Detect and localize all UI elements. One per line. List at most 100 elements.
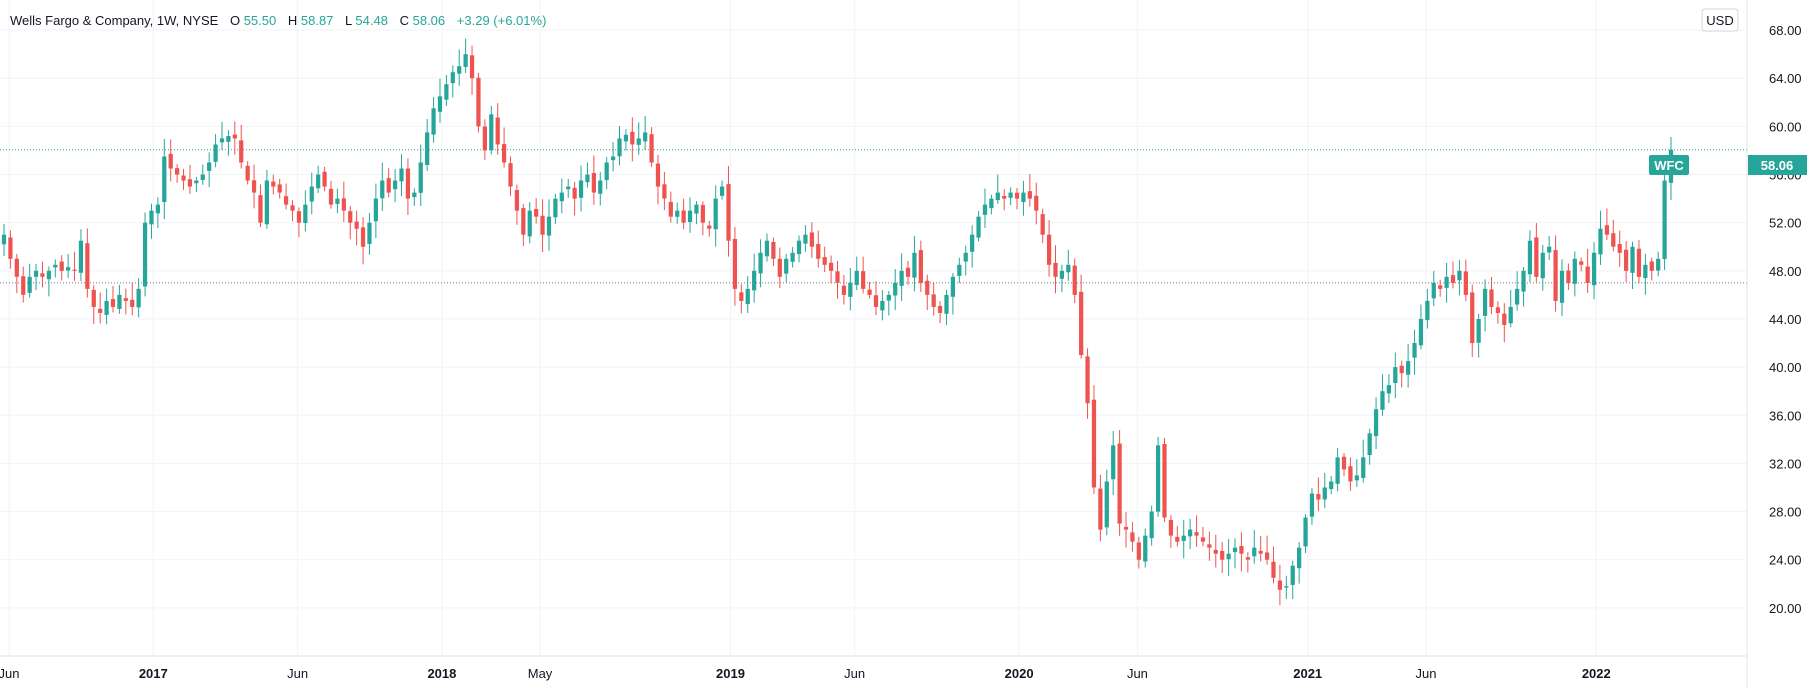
candle[interactable] bbox=[303, 190, 308, 232]
candle[interactable] bbox=[418, 144, 423, 206]
candle[interactable] bbox=[1521, 266, 1526, 307]
candle[interactable] bbox=[245, 161, 250, 185]
candle[interactable] bbox=[450, 65, 455, 98]
candle[interactable] bbox=[572, 181, 577, 216]
candle[interactable] bbox=[694, 201, 699, 225]
candle[interactable] bbox=[790, 247, 795, 268]
candle[interactable] bbox=[578, 165, 584, 212]
candle[interactable] bbox=[1014, 187, 1020, 210]
candle[interactable] bbox=[662, 171, 667, 211]
candle[interactable] bbox=[386, 168, 391, 198]
candle[interactable] bbox=[784, 253, 789, 283]
candle[interactable] bbox=[104, 288, 109, 325]
candle[interactable] bbox=[675, 202, 680, 224]
candle[interactable] bbox=[1027, 173, 1032, 207]
candle[interactable] bbox=[963, 245, 968, 276]
candle[interactable] bbox=[1123, 511, 1129, 548]
candle[interactable] bbox=[1431, 271, 1436, 307]
candle[interactable] bbox=[1091, 385, 1097, 495]
candle[interactable] bbox=[1111, 430, 1116, 495]
candle[interactable] bbox=[610, 142, 616, 172]
candle[interactable] bbox=[271, 174, 276, 195]
candle[interactable] bbox=[1252, 529, 1257, 564]
candle[interactable] bbox=[1213, 534, 1218, 568]
candle[interactable] bbox=[309, 172, 314, 215]
candle[interactable] bbox=[200, 164, 205, 185]
candle[interactable] bbox=[360, 217, 366, 265]
candle[interactable] bbox=[1239, 532, 1244, 572]
candle[interactable] bbox=[85, 228, 90, 298]
candle[interactable] bbox=[219, 121, 225, 150]
candle[interactable] bbox=[713, 185, 718, 247]
candle[interactable] bbox=[1444, 262, 1449, 303]
candle[interactable] bbox=[1540, 244, 1545, 291]
candle[interactable] bbox=[630, 117, 635, 162]
candle[interactable] bbox=[1220, 542, 1225, 573]
candle[interactable] bbox=[1604, 208, 1610, 241]
candle[interactable] bbox=[950, 273, 956, 315]
candle[interactable] bbox=[989, 194, 994, 215]
candle[interactable] bbox=[707, 220, 712, 237]
candle[interactable] bbox=[123, 288, 128, 315]
candle[interactable] bbox=[1662, 167, 1667, 271]
candle[interactable] bbox=[1232, 538, 1238, 569]
candle[interactable] bbox=[1386, 374, 1392, 404]
candle[interactable] bbox=[1380, 374, 1385, 416]
candle[interactable] bbox=[553, 193, 558, 224]
candle[interactable] bbox=[1630, 241, 1635, 290]
candle[interactable] bbox=[982, 188, 988, 228]
candle[interactable] bbox=[14, 253, 19, 294]
candle[interactable] bbox=[412, 188, 417, 206]
candle[interactable] bbox=[258, 184, 263, 228]
candle[interactable] bbox=[117, 284, 122, 314]
candle[interactable] bbox=[623, 129, 629, 151]
candle[interactable] bbox=[745, 276, 750, 314]
candle[interactable] bbox=[296, 207, 302, 238]
candle[interactable] bbox=[816, 230, 821, 268]
candle[interactable] bbox=[893, 269, 898, 311]
candle[interactable] bbox=[886, 291, 891, 316]
candle[interactable] bbox=[46, 266, 51, 297]
candle[interactable] bbox=[1495, 301, 1501, 324]
candle[interactable] bbox=[719, 180, 725, 200]
candle[interactable] bbox=[1008, 187, 1013, 206]
candle[interactable] bbox=[1098, 474, 1103, 542]
candle[interactable] bbox=[136, 278, 141, 318]
candle[interactable] bbox=[1053, 245, 1058, 294]
candle[interactable] bbox=[476, 72, 481, 133]
candle[interactable] bbox=[1656, 251, 1661, 277]
candle[interactable] bbox=[1611, 219, 1616, 252]
candle[interactable] bbox=[1412, 329, 1417, 375]
candle[interactable] bbox=[726, 166, 731, 257]
candle[interactable] bbox=[348, 205, 353, 240]
candle[interactable] bbox=[1470, 284, 1475, 357]
currency-selector[interactable]: USD bbox=[1701, 8, 1739, 32]
candle[interactable] bbox=[130, 282, 135, 316]
candle[interactable] bbox=[931, 282, 936, 316]
candle[interactable] bbox=[181, 168, 186, 190]
candle[interactable] bbox=[1425, 288, 1430, 329]
candle[interactable] bbox=[373, 183, 378, 239]
candle[interactable] bbox=[1104, 469, 1109, 536]
candle[interactable] bbox=[758, 239, 763, 288]
candle[interactable] bbox=[1348, 457, 1353, 491]
candle[interactable] bbox=[1482, 279, 1488, 332]
candle[interactable] bbox=[822, 246, 827, 273]
candle[interactable] bbox=[1309, 488, 1315, 525]
candle[interactable] bbox=[643, 115, 648, 150]
candle[interactable] bbox=[33, 263, 39, 291]
candle[interactable] bbox=[521, 204, 526, 247]
candle[interactable] bbox=[1329, 476, 1334, 495]
candle[interactable] bbox=[1258, 535, 1263, 562]
candle[interactable] bbox=[1059, 264, 1065, 293]
candle[interactable] bbox=[354, 210, 359, 246]
candle[interactable] bbox=[1636, 240, 1642, 284]
candle[interactable] bbox=[1373, 397, 1379, 449]
candle[interactable] bbox=[328, 180, 334, 209]
candle[interactable] bbox=[777, 247, 782, 289]
candle[interactable] bbox=[98, 292, 103, 324]
candle[interactable] bbox=[739, 284, 744, 314]
candle[interactable] bbox=[21, 266, 26, 303]
candle[interactable] bbox=[1, 224, 7, 257]
candle[interactable] bbox=[239, 124, 244, 169]
